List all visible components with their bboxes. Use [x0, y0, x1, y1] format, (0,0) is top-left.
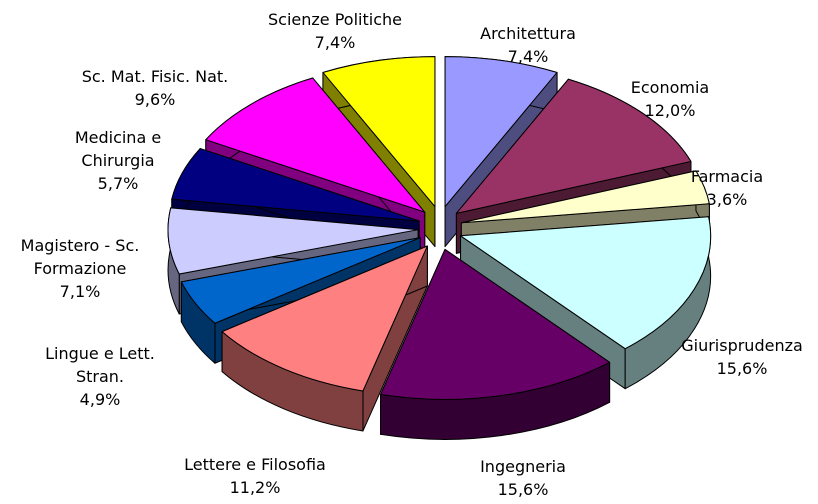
- slice: [444, 56, 558, 208]
- category: Sc. Mat. Fisic. Nat.: [81, 67, 229, 86]
- value-label: 3,6%: [706, 190, 748, 209]
- slice-label: Lingue e Lett. Stran. 4,9%: [40, 342, 160, 411]
- value-label: 5,7%: [97, 174, 139, 193]
- slice: [460, 216, 711, 350]
- value-label: 12,0%: [644, 101, 696, 120]
- slice: [460, 170, 710, 224]
- slice-label: Giurisprudenza 15,6%: [662, 334, 818, 380]
- category: Ingegneria: [480, 457, 566, 476]
- category: Farmacia: [690, 167, 764, 186]
- slice-label: Farmacia 3,6%: [672, 165, 782, 211]
- category: Scienze Politiche: [268, 10, 402, 29]
- category: Economia: [630, 78, 710, 97]
- slice-label: Medicina e Chirurgia 5,7%: [66, 126, 171, 195]
- value-label: 15,6%: [497, 480, 549, 499]
- slice-label: Economia 12,0%: [610, 76, 730, 122]
- category: Architettura: [480, 24, 576, 43]
- category: Giurisprudenza: [681, 336, 803, 355]
- category: Medicina e Chirurgia: [74, 128, 162, 170]
- category: Lingue e Lett. Stran.: [45, 344, 155, 386]
- value-label: 7,4%: [314, 33, 356, 52]
- value-label: 9,6%: [134, 90, 176, 109]
- value-label: 15,6%: [716, 359, 768, 378]
- value-label: 7,4%: [507, 47, 549, 66]
- slice: [171, 148, 420, 222]
- slice: [180, 237, 421, 324]
- slice-label: Sc. Mat. Fisic. Nat. 9,6%: [50, 65, 260, 111]
- slice-label: Ingegneria 15,6%: [463, 455, 583, 501]
- slice: [205, 77, 426, 213]
- slice: [455, 78, 692, 214]
- slice: [167, 207, 419, 275]
- slice: [380, 248, 611, 400]
- value-label: 7,1%: [59, 282, 101, 301]
- slice-label: Scienze Politiche 7,4%: [235, 8, 435, 54]
- category: Lettere e Filosofia: [184, 455, 326, 474]
- slice-label: Lettere e Filosofia 11,2%: [155, 453, 355, 499]
- value-label: 11,2%: [229, 478, 281, 497]
- value-label: 4,9%: [79, 390, 121, 409]
- slice: [322, 56, 436, 208]
- slice-label: Architettura 7,4%: [458, 22, 598, 68]
- slice: [221, 245, 428, 392]
- slice-label: Magistero - Sc. Formazione 7,1%: [5, 234, 155, 303]
- category: Magistero - Sc. Formazione: [20, 236, 140, 278]
